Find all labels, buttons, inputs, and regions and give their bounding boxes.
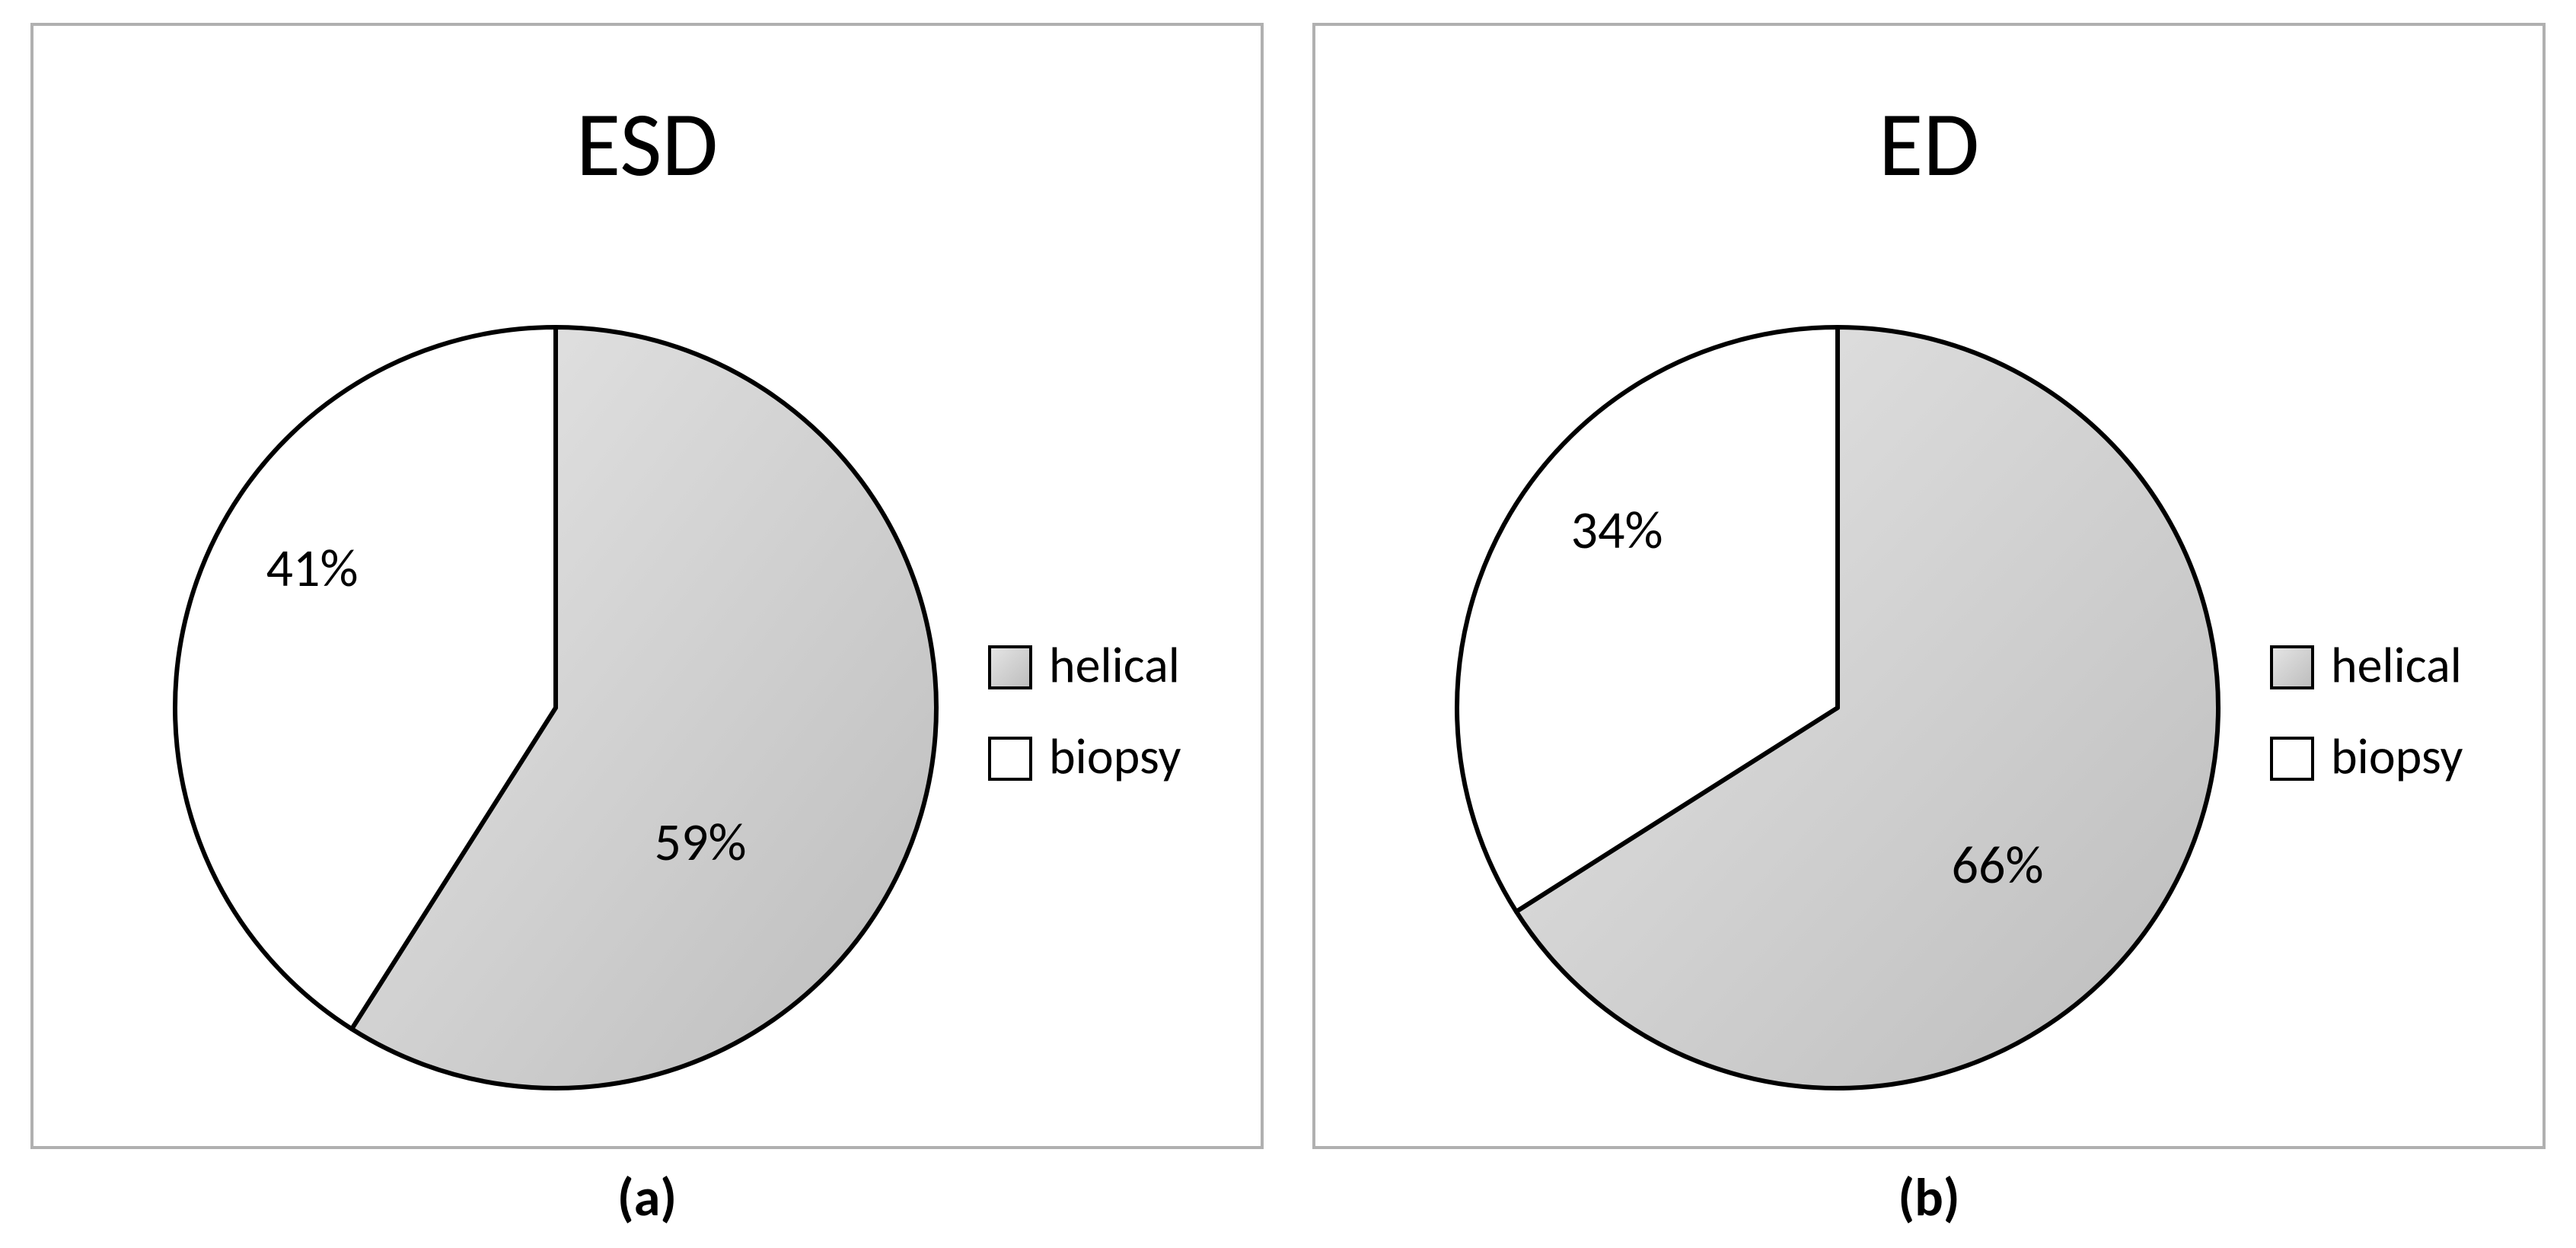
- panel-a-subfig-label: (a): [30, 1164, 1264, 1230]
- panel-a-legend-label-helical: helical: [1049, 634, 1180, 696]
- figure-root: ESD 59% 41% helical biopsy (a) ED 66% 34% helical…: [0, 0, 2576, 1248]
- panel-b-subfig-label: (b): [1312, 1164, 2546, 1230]
- panel-b-slice-biopsy-label: 34%: [1571, 497, 1663, 562]
- panel-a-slice-helical-label: 59%: [655, 809, 747, 874]
- panel-a-slice-biopsy-label: 41%: [266, 535, 359, 600]
- panel-a-legend-label-biopsy: biopsy: [1049, 725, 1181, 787]
- panel-a-legend-swatch-helical: [990, 647, 1031, 688]
- panel-b-legend-swatch-biopsy: [2272, 738, 2313, 779]
- panel-b-title: ED: [1879, 89, 1979, 200]
- panel-a-title: ESD: [576, 89, 718, 200]
- panel-a: ESD 59% 41% helical biopsy: [30, 23, 1264, 1149]
- panel-b: ED 66% 34% helical biopsy: [1312, 23, 2546, 1149]
- panel-b-legend-label-biopsy: biopsy: [2331, 725, 2463, 787]
- panel-b-legend-label-helical: helical: [2331, 634, 2462, 696]
- panel-b-legend-swatch-helical: [2272, 647, 2313, 688]
- panel-b-svg: ED 66% 34% helical biopsy: [1312, 23, 2546, 1149]
- panel-b-slice-helical-label: 66%: [1952, 832, 2044, 897]
- panel-a-legend-swatch-biopsy: [990, 738, 1031, 779]
- panel-a-svg: ESD 59% 41% helical biopsy: [30, 23, 1264, 1149]
